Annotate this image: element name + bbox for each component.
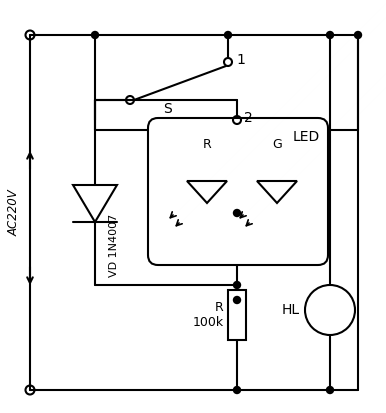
- Text: R
100k: R 100k: [193, 301, 224, 329]
- Circle shape: [327, 31, 334, 38]
- Text: R: R: [203, 138, 212, 152]
- Bar: [228, 290, 246, 340]
- Circle shape: [234, 209, 240, 216]
- Text: G: G: [272, 138, 282, 152]
- FancyBboxPatch shape: [148, 118, 328, 265]
- Circle shape: [234, 387, 240, 394]
- Text: AC220V: AC220V: [7, 190, 20, 236]
- Circle shape: [225, 31, 232, 38]
- Circle shape: [234, 282, 240, 289]
- Circle shape: [234, 297, 240, 304]
- Text: VD 1N4007: VD 1N4007: [109, 214, 119, 277]
- Text: 1: 1: [236, 53, 245, 67]
- Circle shape: [327, 387, 334, 394]
- Circle shape: [91, 31, 98, 38]
- Text: 2: 2: [244, 111, 253, 125]
- Text: HL: HL: [282, 303, 300, 317]
- Circle shape: [305, 285, 355, 335]
- Text: LED: LED: [293, 130, 320, 144]
- Circle shape: [354, 31, 362, 38]
- Text: S: S: [163, 102, 172, 116]
